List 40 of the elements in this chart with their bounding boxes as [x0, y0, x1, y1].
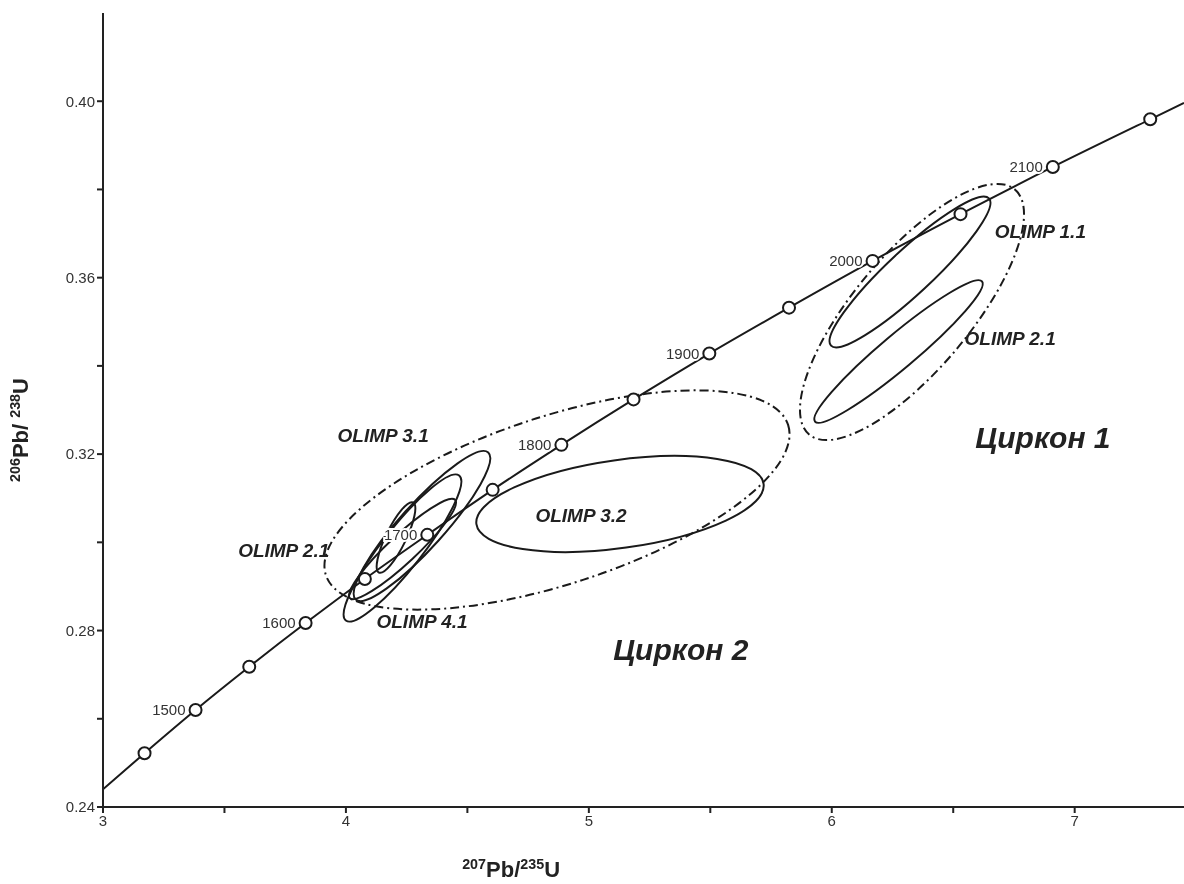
y-tick-label: 0.24 — [65, 798, 95, 816]
y-tick-label: 0.36 — [65, 268, 95, 286]
annotation: 1900 — [665, 344, 700, 362]
point — [188, 702, 203, 717]
y-tick-label: 0.40 — [65, 92, 95, 110]
annotation: OLIMP 2.1 — [964, 328, 1056, 350]
point — [865, 253, 880, 268]
x-tick-label: 3 — [98, 811, 108, 829]
y-tick-label: 0.32 — [65, 445, 95, 463]
annotation: OLIMP 3.1 — [337, 425, 429, 447]
x-axis-title: $^{207}$Pb/$^{235}$U — [462, 856, 561, 882]
x-tick-label: 5 — [584, 811, 594, 829]
point — [554, 437, 569, 452]
y-tick-label: 0.28 — [65, 621, 95, 639]
annotation: 1800 — [518, 435, 552, 453]
annotation: OLIMP 2.1 — [238, 540, 330, 562]
annotation: Циркон 2 — [613, 633, 749, 667]
point — [242, 659, 257, 674]
point — [626, 392, 641, 407]
annotation: 1500 — [152, 700, 186, 718]
annotation: 2100 — [1009, 157, 1043, 175]
annotation: 2000 — [829, 251, 863, 269]
annotation: 1600 — [262, 614, 296, 632]
annotation: Циркон 1 — [975, 421, 1111, 455]
point — [953, 207, 968, 222]
point — [485, 482, 500, 497]
point — [1143, 112, 1158, 127]
annotation: OLIMP 4.1 — [376, 610, 468, 632]
annotation: OLIMP 3.2 — [535, 505, 627, 527]
point — [357, 571, 372, 586]
point — [137, 746, 152, 761]
x-tick-label: 4 — [341, 811, 351, 829]
point — [782, 300, 797, 315]
point — [298, 616, 313, 631]
x-tick-label: 7 — [1070, 811, 1079, 829]
x-tick-label: 6 — [827, 811, 836, 829]
annotation: OLIMP 1.1 — [994, 220, 1086, 242]
point — [1045, 159, 1060, 174]
point — [702, 346, 717, 361]
point — [420, 527, 435, 542]
